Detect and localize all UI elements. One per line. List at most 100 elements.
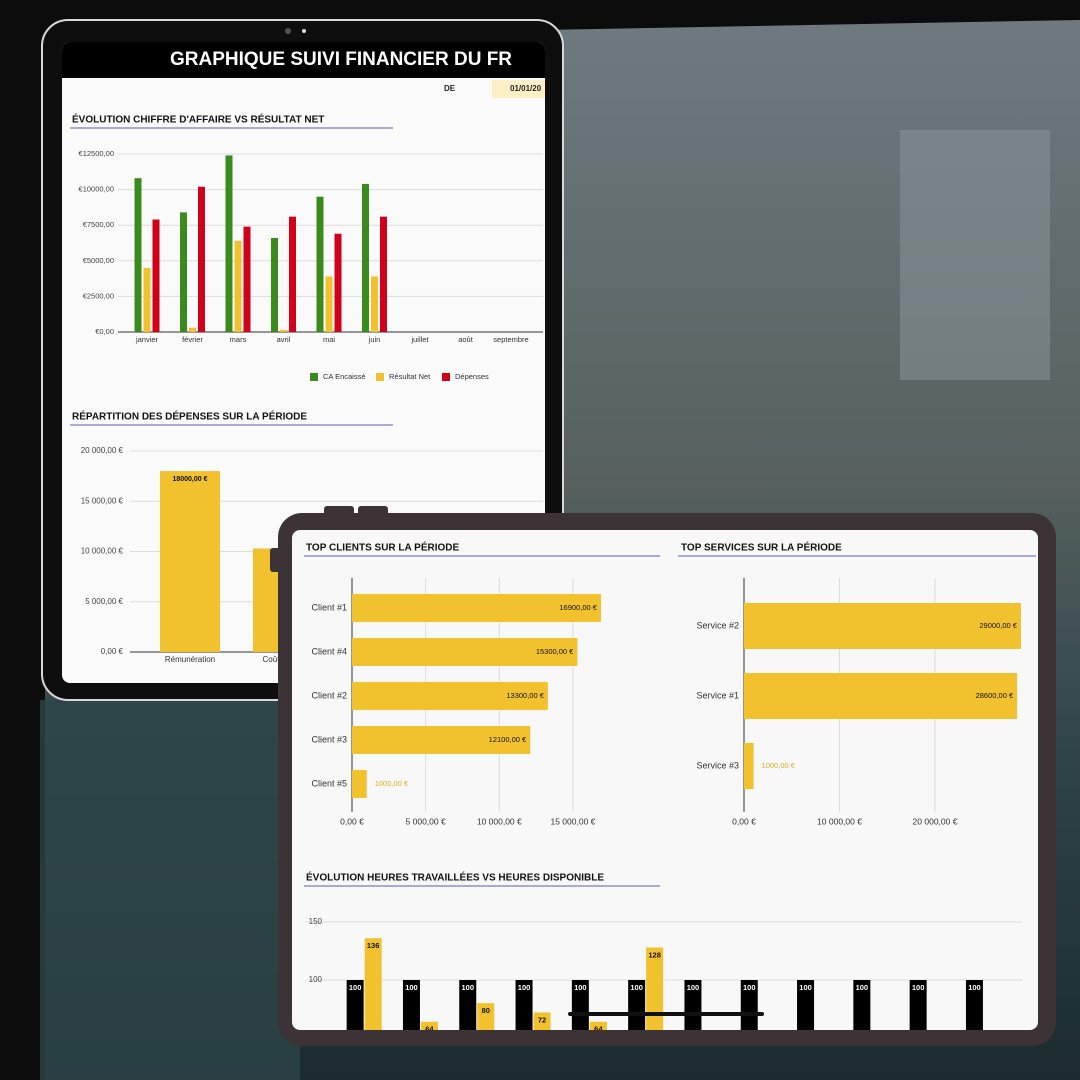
bar [477,1003,495,1030]
building [900,130,1050,380]
bar [334,233,342,332]
bar [744,743,754,789]
bar [352,594,601,622]
x-tick-label: juin [368,335,381,344]
value-label: 64 [425,1025,434,1034]
value-label: 100 [461,983,474,992]
bar [853,980,871,1030]
bar [289,216,296,332]
value-label: 100 [630,983,643,992]
y-tick-label: Service #2 [696,620,739,630]
y-tick-label: 100 [309,975,323,984]
bar [909,980,927,1030]
x-tick-label: février [182,335,203,344]
value-label: 100 [574,983,587,992]
value-label: 136 [367,941,380,950]
y-tick-label: 20 000,00 € [81,446,124,455]
header-title: GRAPHIQUE SUIVI FINANCIER DU FR [170,49,512,70]
y-tick-label: 15 000,00 € [81,496,124,505]
bar [628,980,646,1030]
value-label: 28600,00 € [976,691,1014,700]
x-tick-label: août [458,335,474,344]
bar [234,240,242,332]
y-tick-label: Client #1 [311,602,347,612]
screen-2: TOP CLIENTS SUR LA PÉRIODE 0,00 € 5 000,00… [292,530,1038,1034]
legend-label: Résultat Net [389,372,431,381]
from-label: DE [444,84,456,93]
legend-label: CA Encaissé [323,372,366,381]
y-tick-label: Client #4 [311,646,347,656]
y-tick-label: Client #3 [311,734,347,744]
y-tick-label: Service #3 [696,760,739,770]
legend-swatch [376,373,384,381]
chart-title: ÉVOLUTION HEURES TRAVAILLÉES VS HEURES D… [306,871,604,884]
header-bar [62,42,545,78]
y-tick-label: 10 000,00 € [81,547,124,556]
background-edge [0,35,45,1080]
bar [364,938,382,1030]
y-tick-label: €10000,00 [79,185,114,194]
chart-title: RÉPARTITION DES DÉPENSES SUR LA PÉRIODE [72,410,307,423]
x-tick-label: 0,00 € [340,816,364,826]
camera [285,28,291,34]
bar [198,186,205,332]
value-label: 12100,00 € [489,735,527,744]
value-label: 72 [538,1015,546,1024]
bar [134,178,142,332]
y-tick-label: €0,00 [95,327,114,336]
value-label: 100 [856,983,869,992]
bar [280,329,287,332]
x-tick-label: 15 000,00 € [550,816,595,826]
bar [420,1021,438,1030]
bar [744,603,1021,649]
bar [371,276,378,332]
bar [571,980,589,1030]
bar [271,238,278,332]
bar [684,980,702,1030]
y-tick-label: Client #5 [311,778,347,788]
date: 01/01/20 [510,84,542,93]
chart-title: TOP CLIENTS SUR LA PÉRIODE [306,541,459,554]
x-tick-label: septembre [493,335,528,344]
bar [402,980,420,1030]
value-label: 13300,00 € [506,691,544,700]
x-tick-label: Rémunération [165,655,215,664]
x-tick-label: 5 000,00 € [406,816,446,826]
bar [316,196,324,332]
camera [302,29,306,33]
value-label: 16900,00 € [559,603,597,612]
bar [325,276,333,332]
x-tick-label: juillet [410,335,429,344]
y-tick-label: €12500,00 [79,149,114,158]
bar [352,726,531,754]
bar [362,183,369,332]
y-tick-label: 5 000,00 € [85,597,123,606]
value-label: 1000,00 € [762,761,796,770]
x-tick-label: 0,00 € [732,816,756,826]
value-label: 100 [349,983,362,992]
y-tick-label: Service #1 [696,690,739,700]
value-label: 100 [912,983,925,992]
value-label: 15300,00 € [536,647,574,656]
bar [352,638,578,666]
value-label: 100 [743,983,756,992]
bar [189,327,196,332]
value-label: 64 [594,1025,603,1034]
bar [346,980,364,1030]
value-label: 29000,00 € [979,621,1017,630]
bar [515,980,533,1030]
bar [143,267,151,332]
value-label: 100 [405,983,418,992]
y-tick-label: 150 [309,917,323,926]
value-label: 18000,00 € [172,476,207,483]
x-tick-label: 10 000,00 € [817,816,862,826]
value-label: 100 [799,983,812,992]
x-tick-label: 10 000,00 € [477,816,522,826]
y-tick-label: €2500,00 [83,291,114,300]
x-tick-label: mai [323,335,335,344]
bar [965,980,983,1030]
value-label: 1000,00 € [375,779,409,788]
legend-swatch [310,373,318,381]
